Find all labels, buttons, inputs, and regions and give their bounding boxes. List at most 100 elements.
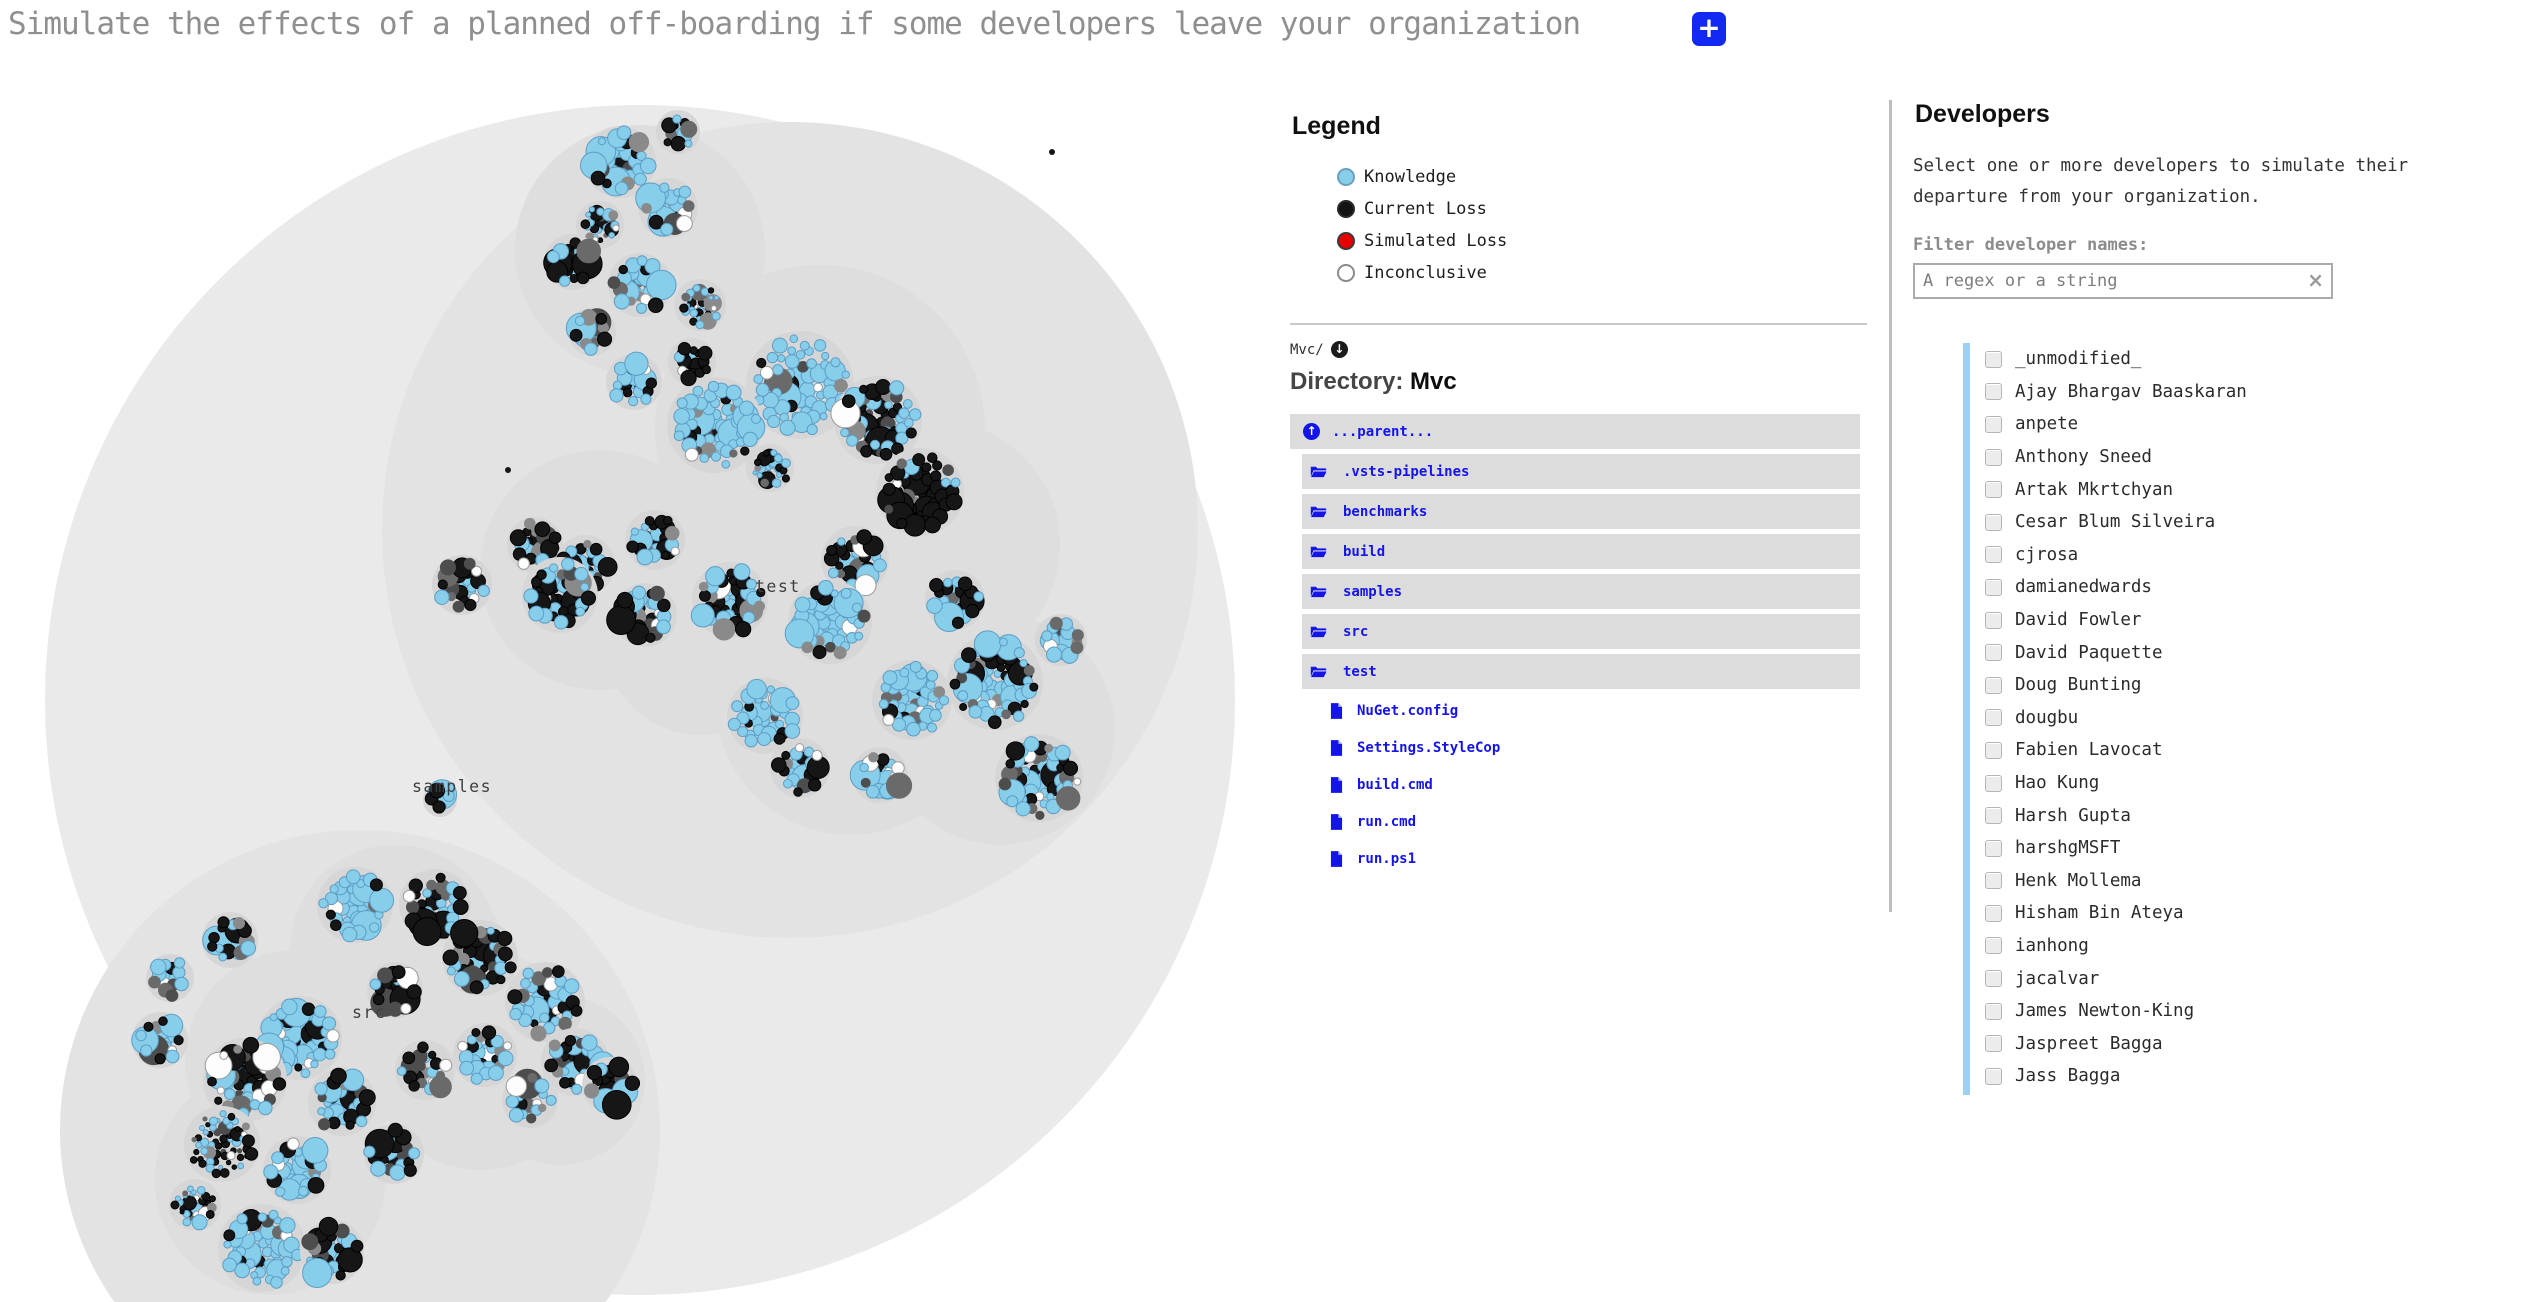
file-dot[interactable]	[561, 557, 575, 571]
file-dot[interactable]	[781, 458, 791, 468]
file-dot[interactable]	[281, 1256, 293, 1268]
file-dot[interactable]	[926, 722, 938, 733]
file-dot[interactable]	[940, 477, 951, 488]
file-dot[interactable]	[711, 311, 721, 321]
developer-checkbox[interactable]	[1985, 904, 2002, 922]
file-dot[interactable]	[868, 752, 879, 763]
file-dot[interactable]	[1070, 641, 1084, 655]
file-dot[interactable]	[630, 527, 640, 536]
file-dot[interactable]	[821, 351, 830, 361]
file-dot[interactable]	[675, 215, 693, 232]
file-dot[interactable]	[170, 1200, 180, 1210]
file-dot[interactable]	[648, 214, 664, 230]
file-dot[interactable]	[930, 470, 942, 482]
file-dot[interactable]	[729, 449, 738, 458]
file-dot[interactable]	[363, 1145, 376, 1158]
file-dot[interactable]	[258, 1100, 273, 1116]
file-dot[interactable]	[1041, 630, 1053, 642]
file-dot[interactable]	[681, 292, 691, 302]
developer-row[interactable]: Artak Mkrtchyan	[1985, 473, 2513, 506]
file-dot[interactable]	[442, 790, 455, 802]
file-dot[interactable]	[891, 761, 905, 775]
file-dot[interactable]	[257, 1212, 268, 1222]
file-dot[interactable]	[580, 1034, 598, 1052]
developer-checkbox[interactable]	[1985, 676, 2002, 694]
developer-checkbox[interactable]	[1985, 644, 2002, 662]
file-dot[interactable]	[207, 941, 218, 952]
file-dot[interactable]	[318, 1216, 339, 1237]
file-dot[interactable]	[812, 645, 827, 660]
file-dot[interactable]	[240, 940, 257, 956]
file-dot[interactable]	[1062, 760, 1079, 776]
file-dot[interactable]	[601, 1089, 632, 1120]
file-dot[interactable]	[742, 431, 758, 448]
file-dot[interactable]	[406, 900, 420, 914]
file-dot[interactable]	[391, 965, 406, 980]
file-dot[interactable]	[337, 1247, 363, 1273]
file-dot[interactable]	[712, 618, 736, 641]
file-dot[interactable]	[301, 1233, 319, 1251]
file-dot[interactable]	[608, 231, 616, 239]
file-dot[interactable]	[1005, 741, 1026, 761]
file-dot[interactable]	[396, 1066, 407, 1076]
developer-row[interactable]: Jaspreet Bagga	[1985, 1027, 2513, 1060]
file-dot[interactable]	[241, 1122, 250, 1131]
file-dot[interactable]	[571, 1083, 583, 1095]
file-dot[interactable]	[779, 466, 788, 475]
file-dot[interactable]	[219, 1134, 228, 1143]
developer-row[interactable]: David Fowler	[1985, 604, 2513, 637]
parent-directory-row[interactable]: ↑ ...parent...	[1290, 414, 1860, 449]
file-dot[interactable]	[924, 516, 941, 534]
file-dot[interactable]	[369, 978, 382, 991]
file-dot[interactable]	[583, 1083, 600, 1099]
file-dot[interactable]	[673, 408, 690, 425]
file-dot[interactable]	[242, 1036, 260, 1054]
file-dot[interactable]	[195, 1141, 203, 1149]
file-dot[interactable]	[531, 576, 543, 588]
file-dot[interactable]	[760, 478, 770, 488]
file-dot[interactable]	[324, 1048, 336, 1060]
file-dot[interactable]	[690, 603, 715, 628]
file-dot[interactable]	[684, 139, 693, 148]
file-dot[interactable]	[692, 284, 701, 293]
file-dot[interactable]	[174, 1195, 182, 1202]
file-dot[interactable]	[326, 1029, 340, 1043]
file-dot[interactable]	[882, 713, 895, 726]
file-dot[interactable]	[640, 393, 652, 405]
file-dot[interactable]	[497, 946, 513, 962]
file-dot[interactable]	[428, 1050, 437, 1060]
file-dot[interactable]	[268, 1209, 279, 1220]
file-dot[interactable]	[932, 460, 943, 471]
file-dot[interactable]	[173, 957, 186, 969]
file-dot[interactable]	[477, 584, 490, 597]
file-dot[interactable]	[252, 1276, 262, 1286]
file-dot[interactable]	[154, 1053, 166, 1065]
file-dot[interactable]	[663, 138, 672, 147]
file-dot[interactable]	[459, 1060, 475, 1076]
file-dot[interactable]	[708, 295, 714, 301]
file-dot[interactable]	[546, 250, 560, 264]
file-dot[interactable]	[898, 407, 910, 419]
file-dot[interactable]	[663, 515, 673, 526]
file-dot[interactable]	[737, 725, 749, 738]
file-dot[interactable]	[218, 952, 228, 962]
file-dot[interactable]	[645, 377, 657, 389]
file-dot[interactable]	[646, 269, 677, 301]
file-dot[interactable]	[222, 1116, 231, 1126]
file-dot[interactable]	[504, 961, 517, 974]
file-dot[interactable]	[636, 548, 654, 566]
file-dot[interactable]	[965, 603, 980, 619]
developer-row[interactable]: Javier Calvarro Nelson	[1985, 1093, 2513, 1095]
developer-checkbox[interactable]	[1985, 937, 2002, 955]
file-dot[interactable]	[244, 1147, 259, 1161]
file-dot[interactable]	[199, 1125, 205, 1131]
file-dot[interactable]	[771, 478, 782, 488]
file-dot[interactable]	[534, 521, 551, 538]
file-dot[interactable]	[754, 464, 762, 472]
file-dot[interactable]	[745, 578, 757, 590]
file-dot[interactable]	[689, 308, 699, 318]
folder-row[interactable]: test	[1302, 654, 1860, 689]
file-dot[interactable]	[412, 917, 442, 946]
file-dot[interactable]	[207, 1076, 217, 1087]
file-dot[interactable]	[597, 556, 618, 577]
